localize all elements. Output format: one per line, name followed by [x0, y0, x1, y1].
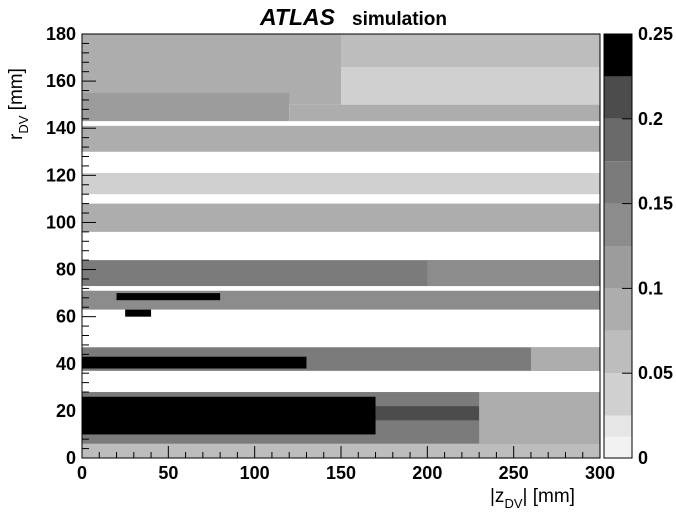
colorbar-band [604, 288, 632, 331]
colorbar-band [604, 203, 632, 246]
y-tick-label: 80 [56, 260, 76, 280]
colorbar-tick-label: 0.2 [638, 109, 663, 129]
y-tick-label: 40 [56, 354, 76, 374]
heatmap-cell [82, 396, 376, 435]
colorbar-tick-label: 0 [638, 448, 648, 468]
x-tick-label: 100 [240, 463, 270, 483]
heatmap-cell [82, 203, 600, 232]
colorbar-tick-label: 0.15 [638, 194, 673, 214]
colorbar-band [604, 118, 632, 162]
x-tick-label: 50 [158, 463, 178, 483]
colorbar-band [604, 161, 632, 204]
heatmap-cell [82, 92, 290, 122]
heatmap-cell [82, 356, 307, 369]
y-tick-label: 160 [46, 71, 76, 91]
y-tick-label: 140 [46, 118, 76, 138]
title-simulation: simulation [352, 9, 447, 30]
y-tick-label: 120 [46, 165, 76, 185]
x-tick-label: 200 [412, 463, 442, 483]
y-tick-label: 100 [46, 212, 76, 232]
heatmap-cell [82, 34, 341, 67]
heatmap-cell [125, 309, 152, 317]
y-tick-label: 180 [46, 24, 76, 44]
x-axis: 0 50 100 150 200 250 300 [77, 446, 615, 483]
heatmap-cell [479, 392, 600, 444]
heatmap-cell [375, 406, 480, 421]
heatmap-cell [427, 260, 600, 287]
heatmap-cell [82, 125, 600, 152]
colorbar-band [604, 373, 632, 416]
heatmap-cell [341, 66, 600, 105]
colorbar-tick-label: 0.25 [638, 24, 673, 44]
x-tick-label: 0 [77, 463, 87, 483]
colorbar-tick-label: 0.1 [638, 278, 663, 298]
heatmap-cell [289, 104, 600, 122]
colorbar-band [604, 34, 632, 77]
y-tick-label: 0 [66, 448, 76, 468]
title-atlas: ATLAS [259, 4, 336, 30]
x-axis-label: |zDV| [mm] [490, 486, 575, 511]
y-tick-label: 20 [56, 401, 76, 421]
x-tick-label: 250 [499, 463, 529, 483]
heatmap-cell [82, 172, 600, 195]
heatmap-cell [530, 347, 600, 371]
y-axis-label: rDV [mm] [6, 68, 31, 140]
colorbar: 0 0.05 0.1 0.15 0.2 0.25 [603, 24, 673, 468]
colorbar-border [603, 33, 633, 459]
colorbar-band [604, 76, 632, 119]
heatmap-cells [82, 34, 600, 458]
colorbar-band [604, 246, 632, 289]
x-tick-label: 150 [326, 463, 356, 483]
y-tick-label: 60 [56, 307, 76, 327]
heatmap-cell [116, 293, 221, 301]
x-tick-label: 300 [585, 463, 615, 483]
colorbar-tick-label: 0.05 [638, 363, 673, 383]
colorbar-band [604, 330, 632, 374]
colorbar-band [604, 436, 632, 458]
y-axis: 0 20 40 60 80 100 120 140 160 180 [46, 24, 96, 468]
colorbar-band [604, 415, 632, 437]
